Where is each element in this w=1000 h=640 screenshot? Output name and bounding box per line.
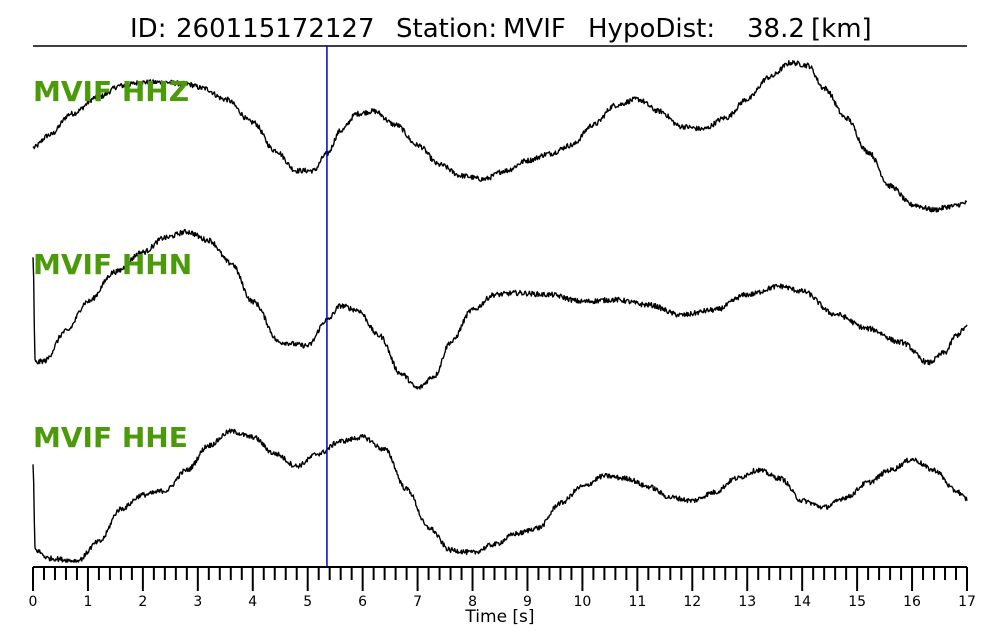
tick-label: 14: [793, 594, 811, 610]
tick-label: 9: [523, 594, 532, 610]
waveform-trace-hhn: [32, 228, 968, 390]
tick-label: 11: [628, 594, 646, 610]
tick-label: 4: [248, 594, 257, 610]
tick-label: 1: [83, 594, 92, 610]
tick-label: 17: [958, 594, 976, 610]
trace-label-hhz: MVIF HHZ: [33, 75, 189, 108]
tick-label: 10: [573, 594, 591, 610]
trace-label-hhe: MVIF HHE: [33, 421, 188, 454]
time-axis-label: Time [s]: [464, 607, 534, 627]
event-id-value: 260115172127: [176, 14, 375, 44]
tick-label: 12: [683, 594, 701, 610]
station-value: MVIF: [503, 14, 566, 44]
waveform-trace-hhz: [32, 60, 968, 213]
event-id-label: ID:: [130, 14, 166, 44]
time-axis: 0 1 2 3 4 5 6 7 8 9 10 11 12 13 14 15 16 17: [29, 566, 976, 610]
hypodist-unit: [km]: [811, 14, 872, 44]
tick-label: 15: [848, 594, 866, 610]
tick-label: 5: [303, 594, 312, 610]
tick-label: 2: [138, 594, 147, 610]
tick-label: 3: [193, 594, 202, 610]
waveform-trace-hhe: [32, 428, 968, 563]
trace-label-hhn: MVIF HHN: [33, 248, 192, 281]
tick-label: 8: [468, 594, 477, 610]
hypodist-value: 38.2: [747, 14, 805, 44]
hypodist-label: HypoDist:: [588, 14, 715, 44]
tick-label: 16: [903, 594, 921, 610]
tick-label: 13: [738, 594, 756, 610]
tick-label: 6: [358, 594, 367, 610]
figure-title: ID: 260115172127 Station: MVIF HypoDist:…: [130, 14, 872, 44]
tick-label: 0: [29, 594, 38, 610]
trace-group: [32, 60, 968, 563]
tick-label: 7: [413, 594, 422, 610]
station-label: Station:: [396, 14, 497, 44]
